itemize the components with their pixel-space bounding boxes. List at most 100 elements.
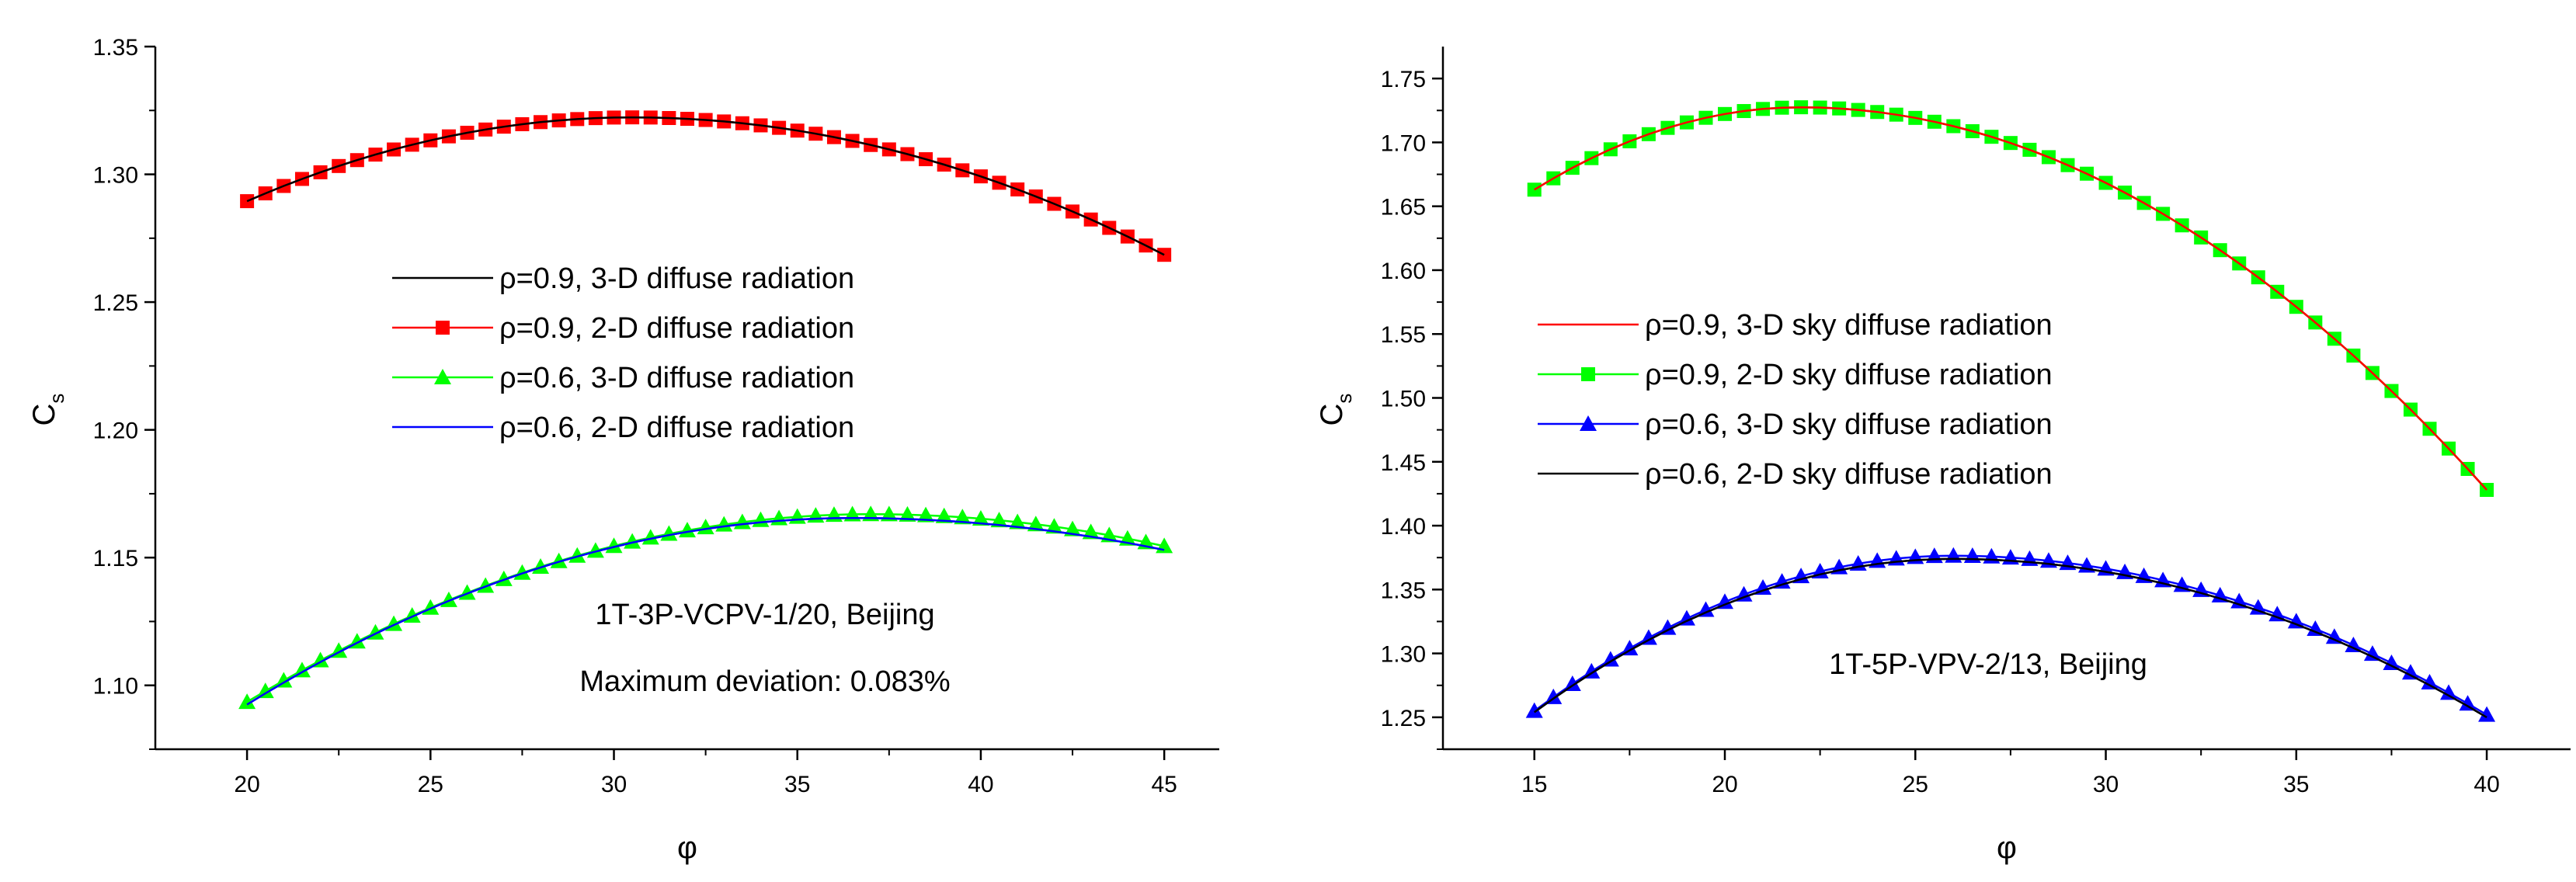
data-point-triangle: [1677, 609, 1695, 626]
x-axis-label: φ: [1997, 831, 2017, 865]
data-point-triangle: [1601, 651, 1619, 667]
x-tick-label: 25: [418, 772, 443, 797]
data-point-triangle: [1716, 593, 1733, 609]
data-point-triangle: [605, 537, 623, 554]
chart-2: 15 20 25 30 35 40 1.25 1.30 1.35 1.40 1.45 1.50 1.55…: [1315, 47, 2571, 865]
legend-label-2: ρ=0.9, 2-D diffuse radiation: [499, 312, 854, 345]
data-point-triangle: [1563, 675, 1581, 691]
x-tick-label: 35: [2283, 772, 2309, 797]
y-tick-label: 1.25: [1381, 706, 1426, 731]
series-line-1: [246, 116, 1165, 256]
data-point-triangle: [2249, 599, 2267, 615]
data-point-triangle: [1525, 702, 1543, 718]
annotation-1: 1T-5P-VPV-2/13, Beijing: [1829, 648, 2147, 681]
y-tick-label: 1.20: [93, 418, 138, 444]
x-tick-label: 40: [2473, 772, 2499, 797]
data-point-triangle: [917, 506, 935, 523]
y-axis-label-subscript: s: [1333, 394, 1356, 404]
y-tick-label: 1.35: [1381, 578, 1426, 603]
legend-label-3: ρ=0.6, 3-D sky diffuse radiation: [1645, 408, 2053, 441]
data-point-triangle: [2230, 592, 2248, 609]
x-tick-label: 20: [1712, 772, 1737, 797]
legend-label-2: ρ=0.9, 2-D sky diffuse radiation: [1645, 359, 2053, 391]
data-point-triangle: [1754, 579, 1772, 596]
data-point-triangle: [256, 682, 274, 699]
y-axis-label-subscript: s: [45, 394, 68, 404]
data-point-triangle: [2307, 620, 2324, 637]
data-point-triangle: [954, 509, 972, 525]
y-tick-label: 1.45: [1381, 450, 1426, 476]
data-point-triangle: [1639, 629, 1657, 645]
data-point-triangle: [275, 672, 293, 688]
y-tick-label: 1.60: [1381, 259, 1426, 284]
data-point-triangle: [2211, 586, 2229, 602]
y-axis-label-main: C: [27, 404, 61, 426]
data-point-triangle: [972, 510, 989, 526]
data-point-triangle: [935, 507, 953, 523]
y-tick-label: 1.65: [1381, 195, 1426, 220]
data-point-triangle: [2383, 654, 2400, 670]
legend-label-1: ρ=0.9, 3-D diffuse radiation: [499, 262, 854, 295]
annotation-1: 1T-3P-VCPV-1/20, Beijing: [595, 599, 934, 631]
legend-marker-square: [436, 321, 450, 335]
data-point-triangle: [568, 547, 586, 563]
series-line-overlay-1: [246, 116, 1165, 256]
data-point-triangle: [2459, 695, 2477, 711]
series-line-overlay-4: [1533, 557, 2487, 718]
y-tick-label: 1.50: [1381, 387, 1426, 412]
x-tick-label: 40: [968, 772, 993, 797]
series-line-overlay-4: [246, 516, 1165, 706]
y-tick-label: 1.10: [93, 674, 138, 700]
series-markers-2: [240, 110, 1172, 262]
y-axis-label-main: C: [1315, 404, 1349, 426]
data-point-triangle: [2173, 576, 2191, 592]
data-point-triangle: [1621, 640, 1639, 656]
y-tick-label: 1.30: [1381, 642, 1426, 668]
legend-label-4: ρ=0.6, 2-D sky diffuse radiation: [1645, 458, 2053, 491]
data-point-triangle: [532, 558, 550, 575]
data-point-triangle: [586, 542, 604, 558]
data-point-triangle: [1792, 568, 1810, 584]
data-point-triangle: [293, 662, 311, 678]
y-tick-label: 1.70: [1381, 130, 1426, 156]
x-tick-label: 35: [784, 772, 810, 797]
y-tick-label: 1.30: [93, 163, 138, 189]
legend: ρ=0.9, 3-D sky diffuse radiation ρ=0.9, 2…: [1538, 309, 2053, 491]
y-tick-label: 1.40: [1381, 514, 1426, 540]
data-point-triangle: [238, 693, 256, 710]
data-point-triangle: [2440, 684, 2458, 700]
y-tick-label: 1.25: [93, 290, 138, 316]
legend-marker-triangle: [1580, 415, 1597, 431]
data-point-triangle: [2268, 606, 2286, 622]
chart-1: 20 25 30 35 40 45 1.10 1.15 1.20 1.25 1.30 1.35 φ Cs ρ…: [27, 35, 1219, 865]
data-point-triangle: [2401, 664, 2419, 680]
data-point-triangle: [1009, 513, 1027, 530]
y-tick-label: 1.55: [1381, 322, 1426, 348]
legend-label-1: ρ=0.9, 3-D sky diffuse radiation: [1645, 309, 2053, 342]
data-point-triangle: [1583, 662, 1601, 679]
data-point-triangle: [1773, 573, 1791, 589]
y-tick-label: 1.75: [1381, 67, 1426, 92]
x-tick-label: 30: [601, 772, 627, 797]
data-point-triangle: [2478, 706, 2496, 722]
series-line-4: [1533, 557, 2487, 718]
x-tick-label: 45: [1151, 772, 1177, 797]
data-point-triangle: [2421, 674, 2439, 690]
y-tick-label: 1.35: [93, 35, 138, 61]
y-tick-label: 1.15: [93, 546, 138, 571]
data-point-triangle: [2363, 645, 2381, 662]
legend-label-4: ρ=0.6, 2-D diffuse radiation: [499, 411, 854, 444]
data-point-triangle: [2192, 581, 2210, 597]
data-point-triangle: [990, 512, 1008, 528]
data-point-square: [1157, 248, 1172, 262]
data-point-triangle: [1659, 619, 1677, 635]
series-markers-3: [1525, 547, 2496, 722]
data-point-triangle: [641, 529, 659, 545]
y-axis-label: Cs: [27, 394, 68, 426]
data-point-triangle: [899, 505, 916, 522]
data-point-triangle: [1045, 518, 1063, 534]
data-point-triangle: [1735, 585, 1753, 602]
series-line-2: [246, 116, 1165, 256]
data-point-triangle: [2287, 613, 2305, 629]
x-tick-label: 30: [2093, 772, 2119, 797]
